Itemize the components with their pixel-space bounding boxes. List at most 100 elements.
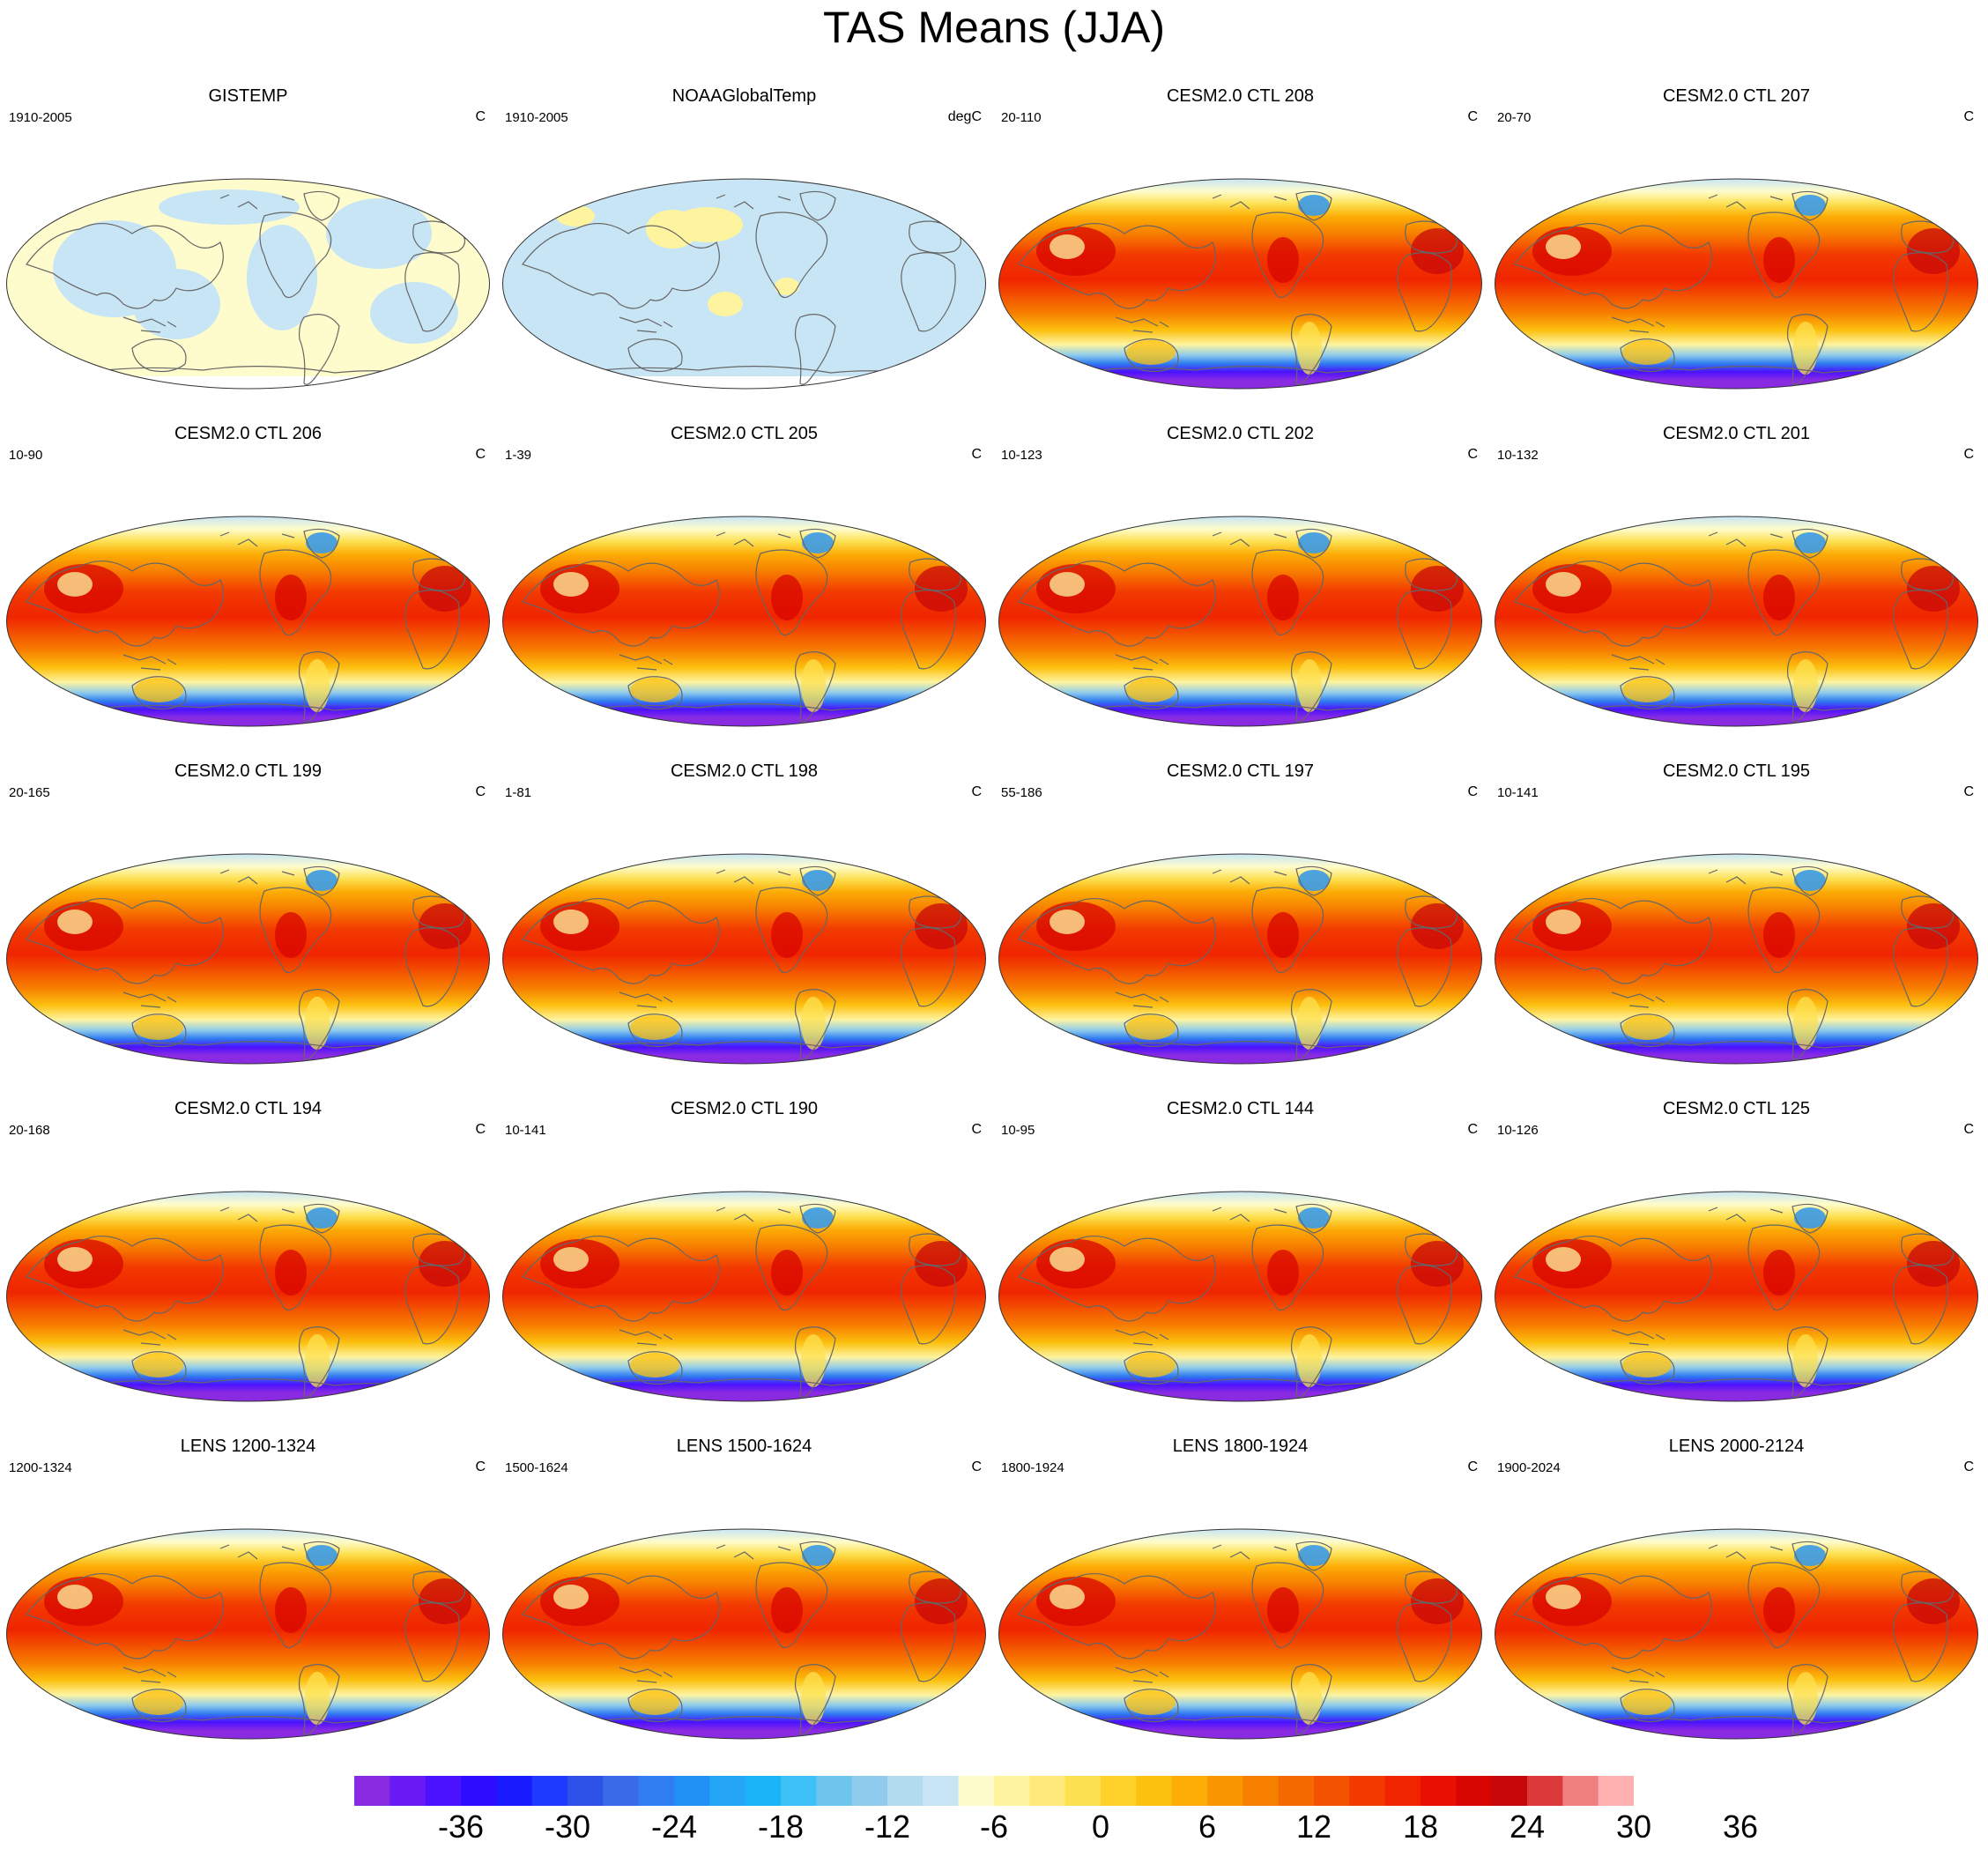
colorbar-swatch <box>674 1776 710 1806</box>
colorbar-swatch <box>389 1776 427 1806</box>
panel-title: CESM2.0 CTL 205 <box>670 424 819 443</box>
colorbar-swatch <box>994 1776 1030 1806</box>
colorbar-tick-label: 18 <box>1402 1808 1439 1845</box>
panel-title: CESM2.0 CTL 202 <box>1166 424 1315 443</box>
robinson-map <box>501 178 987 390</box>
colorbar-swatch <box>354 1776 390 1806</box>
robinson-map <box>1494 853 1979 1065</box>
colorbar-tick-label: -12 <box>864 1808 911 1845</box>
panel-units: C <box>475 1459 486 1474</box>
panel-units: C <box>475 447 486 462</box>
colorbar-tick-label: -18 <box>757 1808 805 1845</box>
panel-year-range: 1-39 <box>505 448 532 463</box>
anomaly-field <box>6 179 490 390</box>
map-panel: CESM2.0 CTL 197 55-186 C <box>992 759 1488 1096</box>
colorbar-swatch <box>567 1776 604 1806</box>
panel-units: C <box>1963 1459 1974 1474</box>
panel-year-range: 10-126 <box>1497 1123 1539 1138</box>
temperature-field <box>502 854 986 1064</box>
panel-units: C <box>1963 784 1974 799</box>
panel-title: CESM2.0 CTL 206 <box>174 424 323 443</box>
panel-units: C <box>1467 109 1478 124</box>
temperature-field <box>6 854 490 1064</box>
map-panel: CESM2.0 CTL 198 1-81 C <box>496 759 992 1096</box>
panel-units: C <box>971 447 982 462</box>
panel-title: CESM2.0 CTL 190 <box>670 1099 819 1118</box>
panel-title: CESM2.0 CTL 201 <box>1662 424 1811 443</box>
temperature-field <box>1495 854 1978 1064</box>
temperature-field <box>6 1192 490 1401</box>
panel-title: LENS 1500-1624 <box>676 1437 812 1456</box>
panel-title: LENS 2000-2124 <box>1668 1437 1805 1456</box>
robinson-map <box>5 1191 491 1402</box>
panel-year-range: 20-110 <box>1001 110 1042 125</box>
robinson-map <box>998 516 1483 727</box>
panel-units: C <box>475 109 486 124</box>
robinson-map <box>998 178 1483 390</box>
panel-units: C <box>1963 447 1974 462</box>
panel-year-range: 1910-2005 <box>9 110 72 125</box>
colorbar-tick-label: 12 <box>1295 1808 1332 1845</box>
colorbar-tick-label: 0 <box>1091 1808 1110 1845</box>
robinson-map <box>998 1528 1483 1740</box>
colorbar-swatch <box>745 1776 782 1806</box>
colorbar-swatch <box>638 1776 675 1806</box>
colorbar-swatch <box>1171 1776 1208 1806</box>
colorbar-tick-label: -36 <box>437 1808 485 1845</box>
map-panel: CESM2.0 CTL 195 10-141 C <box>1488 759 1984 1096</box>
colorbar-swatch <box>496 1776 533 1806</box>
panel-units: C <box>1467 1459 1478 1474</box>
colorbar-tick-label: 24 <box>1509 1808 1546 1845</box>
map-panel: NOAAGlobalTemp 1910-2005 degC <box>496 84 992 421</box>
panel-units: C <box>475 1122 486 1137</box>
map-panel: CESM2.0 CTL 125 10-126 C <box>1488 1096 1984 1434</box>
panel-units: C <box>475 784 486 799</box>
temperature-field <box>998 179 1482 389</box>
panel-year-range: 20-165 <box>9 785 50 800</box>
colorbar-tick-label: -24 <box>650 1808 698 1845</box>
panel-year-range: 10-141 <box>505 1123 546 1138</box>
map-panel: LENS 1800-1924 1800-1924 C <box>992 1434 1488 1771</box>
map-panel: GISTEMP 1910-2005 C <box>0 84 496 421</box>
colorbar-tick-label: 36 <box>1722 1808 1759 1845</box>
panel-year-range: 10-132 <box>1497 448 1539 463</box>
map-panel: CESM2.0 CTL 207 20-70 C <box>1488 84 1984 421</box>
colorbar-swatch <box>1456 1776 1493 1806</box>
map-panel: CESM2.0 CTL 202 10-123 C <box>992 421 1488 759</box>
temperature-field <box>1495 179 1978 389</box>
colorbar-swatch <box>1384 1776 1421 1806</box>
colorbar-swatch <box>1491 1776 1528 1806</box>
temperature-field <box>998 854 1482 1064</box>
colorbar-swatch <box>709 1776 746 1806</box>
map-panel: CESM2.0 CTL 201 10-132 C <box>1488 421 1984 759</box>
colorbar-swatch <box>1242 1776 1280 1806</box>
map-panel: CESM2.0 CTL 144 10-95 C <box>992 1096 1488 1434</box>
colorbar-tick-label: -6 <box>979 1808 1009 1845</box>
colorbar-swatch <box>781 1776 817 1806</box>
panel-units: degC <box>947 109 982 124</box>
robinson-map <box>501 1191 987 1402</box>
map-panel: CESM2.0 CTL 208 20-110 C <box>992 84 1488 421</box>
temperature-field <box>6 1529 490 1739</box>
panel-title: CESM2.0 CTL 197 <box>1166 761 1315 781</box>
panel-year-range: 10-123 <box>1001 448 1042 463</box>
map-panel: CESM2.0 CTL 194 20-168 C <box>0 1096 496 1434</box>
colorbar-swatch <box>1029 1776 1066 1806</box>
panel-title: LENS 1200-1324 <box>180 1437 316 1456</box>
map-panel: LENS 2000-2124 1900-2024 C <box>1488 1434 1984 1771</box>
panel-units: C <box>1963 1122 1974 1137</box>
robinson-map <box>5 516 491 727</box>
panel-units: C <box>1467 447 1478 462</box>
panel-year-range: 10-90 <box>9 448 43 463</box>
colorbar-swatch <box>1527 1776 1563 1806</box>
colorbar-swatch <box>1064 1776 1102 1806</box>
figure-title: TAS Means (JJA) <box>822 3 1166 52</box>
panel-title: CESM2.0 CTL 195 <box>1662 761 1811 781</box>
panel-title: CESM2.0 CTL 144 <box>1166 1099 1315 1118</box>
panel-year-range: 1500-1624 <box>505 1460 568 1475</box>
panel-year-range: 10-95 <box>1001 1123 1035 1138</box>
panel-year-range: 20-70 <box>1497 110 1532 125</box>
panel-year-range: 1910-2005 <box>505 110 568 125</box>
colorbar-swatch <box>461 1776 497 1806</box>
